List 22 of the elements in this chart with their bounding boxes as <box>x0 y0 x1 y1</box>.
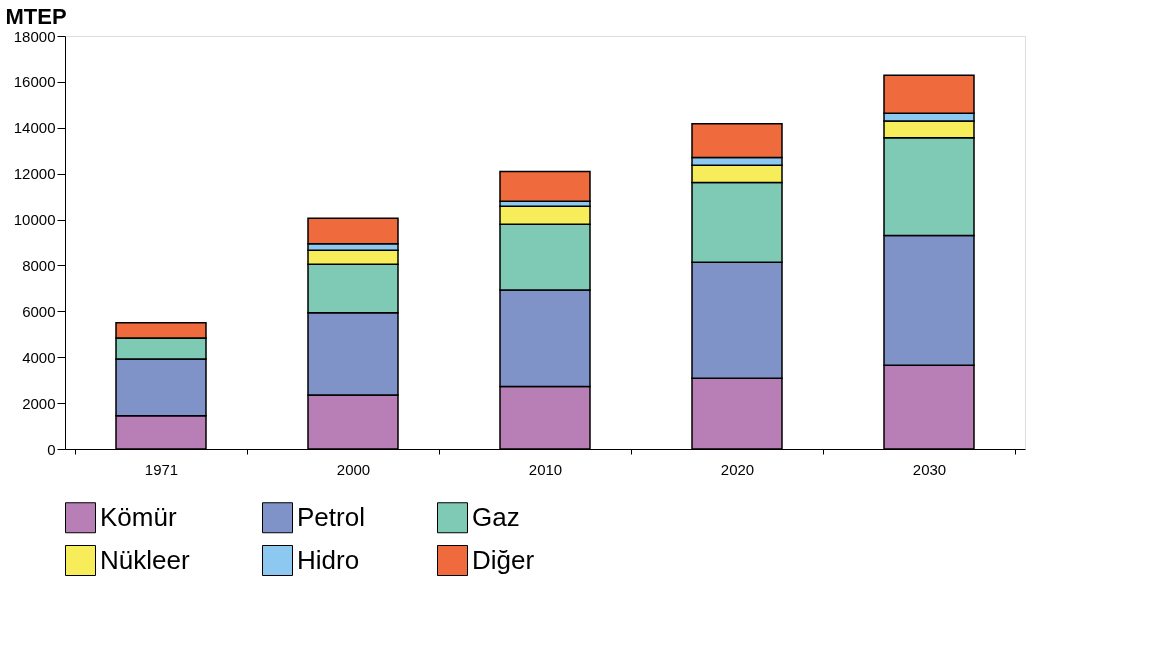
legend-label: Petrol <box>297 501 365 532</box>
y-tick-label: 10000 <box>13 211 56 229</box>
y-tick-label: 6000 <box>22 302 56 320</box>
x-tick-label: 2000 <box>336 460 371 478</box>
legend-label: Kömür <box>100 501 177 532</box>
y-tick-label: 0 <box>47 440 56 458</box>
y-axis-title: MTEP <box>5 3 67 29</box>
y-tick-label: 16000 <box>13 73 56 91</box>
legend-label: Gaz <box>472 501 520 532</box>
legend-label: Nükleer <box>100 544 190 575</box>
x-tick-label: 2010 <box>528 460 563 478</box>
x-tick-label: 2030 <box>912 460 947 478</box>
y-tick-label: 4000 <box>22 348 56 366</box>
y-tick-label: 2000 <box>22 394 56 412</box>
y-tick-label: 8000 <box>22 256 56 274</box>
y-tick-label: 12000 <box>13 165 56 183</box>
legend-label: Hidro <box>297 544 360 575</box>
x-tick-label: 1971 <box>144 460 179 478</box>
y-tick-label: 18000 <box>13 27 56 45</box>
x-tick-label: 2020 <box>720 460 755 478</box>
legend-label: Diğer <box>472 544 535 575</box>
y-tick-label: 14000 <box>13 119 56 137</box>
